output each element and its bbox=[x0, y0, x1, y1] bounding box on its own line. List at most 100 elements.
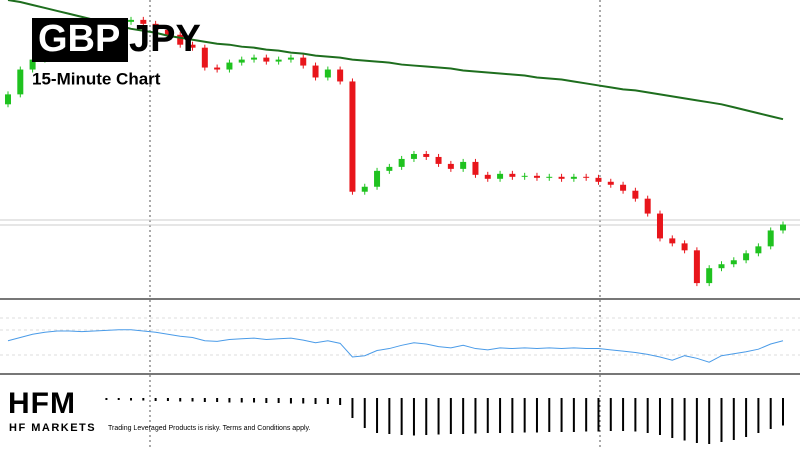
histogram-bar bbox=[400, 398, 403, 435]
histogram-bar bbox=[326, 398, 329, 404]
histogram-bar bbox=[412, 398, 415, 436]
candle-body bbox=[287, 57, 294, 60]
histogram-bar bbox=[499, 398, 502, 433]
logo-box bbox=[0, 385, 104, 437]
candle-body bbox=[558, 176, 565, 179]
candle-body bbox=[263, 57, 270, 62]
candle-body bbox=[17, 69, 24, 95]
histogram-bar bbox=[511, 398, 514, 433]
candle-body bbox=[226, 62, 233, 70]
histogram-bar bbox=[646, 398, 649, 433]
candle-body bbox=[767, 230, 774, 247]
candle-body bbox=[595, 177, 602, 182]
moving-average bbox=[7, 0, 784, 121]
histogram-bar bbox=[462, 398, 465, 434]
candle-body bbox=[681, 243, 688, 251]
histogram-bar bbox=[622, 398, 625, 431]
title-base: GBP bbox=[38, 18, 120, 60]
histogram-bar bbox=[216, 398, 219, 402]
candle-body bbox=[620, 184, 627, 191]
candle-body bbox=[214, 67, 221, 70]
candle-body bbox=[743, 253, 750, 261]
candle-body bbox=[435, 156, 442, 164]
histogram-bar bbox=[708, 398, 711, 444]
candle-body bbox=[472, 161, 479, 175]
histogram-bar bbox=[671, 398, 674, 438]
candle-body bbox=[201, 47, 208, 68]
indicator-line bbox=[7, 329, 784, 363]
histogram-bar bbox=[474, 398, 477, 434]
candle-body bbox=[706, 268, 713, 284]
logo: HFM bbox=[8, 387, 76, 420]
candle-body bbox=[497, 173, 504, 179]
histogram-bar bbox=[105, 398, 108, 400]
candle-body bbox=[693, 250, 700, 284]
histogram-bar bbox=[166, 398, 169, 401]
candle-body bbox=[140, 19, 147, 24]
candle-body bbox=[275, 59, 282, 62]
candle-body bbox=[177, 34, 184, 45]
histogram-bar bbox=[314, 398, 317, 404]
candle-body bbox=[484, 174, 491, 179]
histogram-bar bbox=[388, 398, 391, 434]
candle-body bbox=[447, 163, 454, 169]
candle-body bbox=[238, 59, 245, 63]
histogram-bar bbox=[609, 398, 612, 431]
histogram-bar bbox=[253, 398, 256, 403]
histogram-bar bbox=[782, 398, 784, 426]
histogram-bar bbox=[572, 398, 575, 432]
candle-body bbox=[337, 69, 344, 82]
candle-body bbox=[410, 153, 417, 159]
candle-body bbox=[583, 176, 590, 178]
candle-body bbox=[730, 260, 737, 265]
candle-body bbox=[669, 238, 676, 244]
candle-body bbox=[546, 176, 553, 178]
histogram-bar bbox=[302, 398, 305, 404]
candle-body bbox=[460, 161, 467, 169]
histogram-bar bbox=[289, 398, 292, 404]
disclaimer: Trading Leveraged Products is risky. Ter… bbox=[108, 425, 311, 432]
candle-body bbox=[324, 69, 331, 78]
histogram-bar bbox=[757, 398, 760, 433]
histogram-bar bbox=[548, 398, 551, 432]
histogram-bar bbox=[154, 398, 157, 401]
candle-body bbox=[755, 246, 762, 254]
histogram-bar bbox=[363, 398, 366, 428]
candle-body bbox=[718, 264, 725, 269]
histogram-bar bbox=[179, 398, 182, 402]
candle-body bbox=[521, 175, 528, 177]
histogram-bar bbox=[240, 398, 243, 403]
candle-body bbox=[533, 175, 540, 178]
histogram-bar bbox=[560, 398, 563, 432]
histogram-bar bbox=[745, 398, 748, 437]
histogram-bar bbox=[203, 398, 206, 402]
histogram-bar bbox=[523, 398, 526, 433]
candle-body bbox=[349, 81, 356, 192]
candle-body bbox=[312, 65, 319, 78]
histogram-bar bbox=[695, 398, 698, 443]
candle-body bbox=[361, 186, 368, 192]
histogram-bar bbox=[117, 398, 120, 400]
histogram-bar bbox=[658, 398, 661, 435]
histogram-bar bbox=[130, 398, 133, 401]
histogram-bar bbox=[486, 398, 489, 433]
histogram-bar bbox=[425, 398, 428, 435]
title-quote: JPY bbox=[129, 18, 201, 60]
candle-body bbox=[374, 170, 381, 187]
candle-body bbox=[251, 57, 258, 60]
histogram-bar bbox=[449, 398, 452, 434]
histogram-bar bbox=[339, 398, 342, 405]
histogram-bar bbox=[142, 398, 145, 401]
histogram-bar bbox=[634, 398, 637, 432]
subtitle: 15-Minute Chart bbox=[32, 69, 161, 88]
candle-body bbox=[386, 166, 393, 171]
title-box bbox=[32, 18, 128, 62]
candle-body bbox=[29, 59, 36, 70]
candle-body bbox=[607, 181, 614, 185]
histogram-bar bbox=[437, 398, 440, 435]
histogram-bar bbox=[351, 398, 354, 418]
candle-body bbox=[300, 57, 307, 66]
histogram-bar bbox=[585, 398, 588, 432]
histogram-bar bbox=[277, 398, 280, 403]
